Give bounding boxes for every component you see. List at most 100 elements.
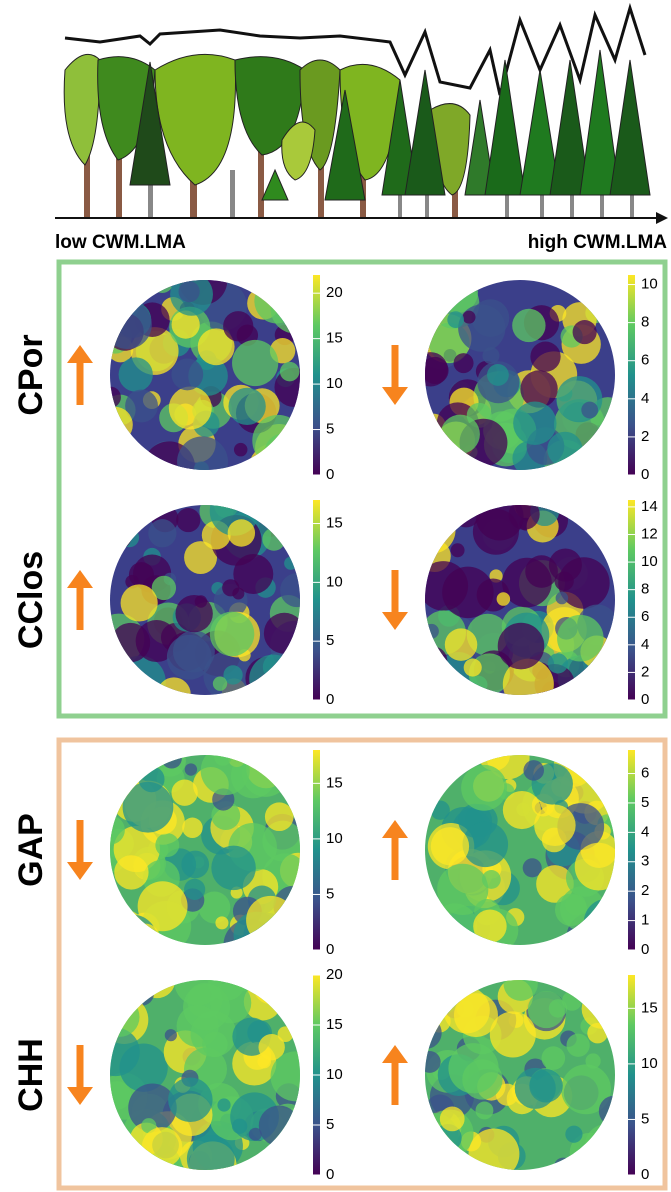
map-patch [185, 763, 197, 775]
map-patch [598, 1158, 611, 1171]
arrow-head [382, 387, 408, 405]
map-patch [271, 284, 320, 333]
colorbar-tick-label: 5 [326, 885, 334, 902]
raster-map [92, 256, 320, 493]
map-patch [418, 667, 440, 689]
map-patch [183, 984, 230, 1031]
colorbar-tick-label: 8 [641, 581, 649, 598]
map-patch [482, 870, 501, 889]
map-patch [430, 800, 449, 819]
map-patch [103, 300, 152, 349]
arrow-head [67, 345, 93, 363]
map-patch [262, 528, 285, 551]
colorbar-tick-label: 0 [326, 466, 334, 483]
map-patch [573, 320, 597, 344]
map-patch [235, 972, 254, 991]
colorbar-tick-label: 10 [641, 553, 658, 570]
map-patch [182, 818, 202, 838]
colorbar-tick-label: 0 [641, 941, 649, 958]
map-patch [548, 653, 568, 673]
map-patch [565, 1126, 582, 1143]
map-patch [228, 519, 255, 546]
map-patch [428, 970, 457, 999]
trend-arrow [382, 345, 408, 405]
colorbar [313, 275, 320, 475]
row-label: CPor [12, 334, 50, 415]
map-patch [547, 432, 582, 467]
map-patch [456, 499, 470, 513]
row-label: CHH [12, 1038, 50, 1112]
map-patch [596, 513, 617, 534]
arrow-head [382, 1045, 408, 1063]
map-patch [120, 528, 139, 547]
map-patch [100, 518, 132, 550]
crowns [64, 50, 650, 200]
colorbar-tick-label: 0 [641, 1166, 649, 1183]
map-patch [210, 612, 255, 657]
map-patch [165, 1029, 177, 1041]
map-patch [272, 278, 289, 295]
colorbar-tick-label: 15 [641, 999, 658, 1016]
map-patch [106, 748, 135, 777]
map-patch [419, 1051, 441, 1073]
map-patch [469, 1128, 520, 1179]
map-patch [513, 402, 556, 445]
map-patch [409, 507, 455, 553]
colorbar [628, 500, 635, 700]
map-patch [266, 444, 286, 464]
map-patch [228, 388, 265, 425]
map-patch [567, 1034, 590, 1057]
map-patch [482, 347, 499, 364]
high-label: high CWM.LMA [528, 232, 668, 253]
map-patch [464, 659, 482, 677]
raster-map [414, 736, 631, 962]
map-patch [461, 765, 507, 811]
map-patch [529, 1069, 562, 1102]
map-patch [97, 407, 133, 443]
trend-arrow [67, 820, 93, 880]
map-patch [437, 864, 488, 915]
map-patch [124, 290, 136, 302]
colorbar-tick-label: 4 [641, 636, 649, 653]
map-patch [114, 911, 142, 939]
colorbar-tick-label: 15 [326, 1016, 343, 1033]
map-patch [121, 584, 158, 621]
map-patch [171, 779, 197, 805]
map-patch [497, 592, 510, 605]
map-patch [123, 782, 174, 833]
map-patch [599, 1096, 629, 1126]
map-patch [100, 387, 121, 408]
raster-map [93, 486, 320, 711]
map-patch [428, 976, 454, 1002]
map-patch [280, 362, 299, 381]
map-patch [139, 962, 175, 998]
map-patch [280, 573, 314, 607]
map-patch [106, 914, 157, 965]
colorbar-tick-label: 14 [641, 498, 658, 515]
map-patch [151, 271, 173, 293]
colorbar-tick-label: 10 [641, 275, 658, 292]
trend-arrow [67, 1045, 93, 1105]
raster-map [91, 958, 320, 1192]
map-patch [575, 843, 623, 891]
arrow-head [67, 1087, 93, 1105]
map-patch [278, 1026, 294, 1042]
map-patch [414, 753, 442, 781]
colorbar-tick-label: 2 [641, 428, 649, 445]
colorbar-tick-label: 20 [326, 284, 343, 301]
map-patch [252, 415, 304, 467]
colorbar-tick-label: 12 [641, 525, 658, 542]
raster-map [409, 489, 633, 710]
map-patch [582, 989, 622, 1029]
map-patch [503, 791, 541, 829]
map-patch [454, 353, 474, 373]
map-patch [498, 623, 545, 670]
map-patch [490, 1011, 536, 1057]
map-patch [462, 1059, 502, 1099]
gradient-arrowhead [656, 212, 668, 224]
map-patch [111, 1138, 123, 1150]
map-patch [528, 991, 565, 1028]
map-patch [168, 1078, 212, 1122]
trend-arrow [382, 570, 408, 630]
map-patch [579, 450, 602, 473]
